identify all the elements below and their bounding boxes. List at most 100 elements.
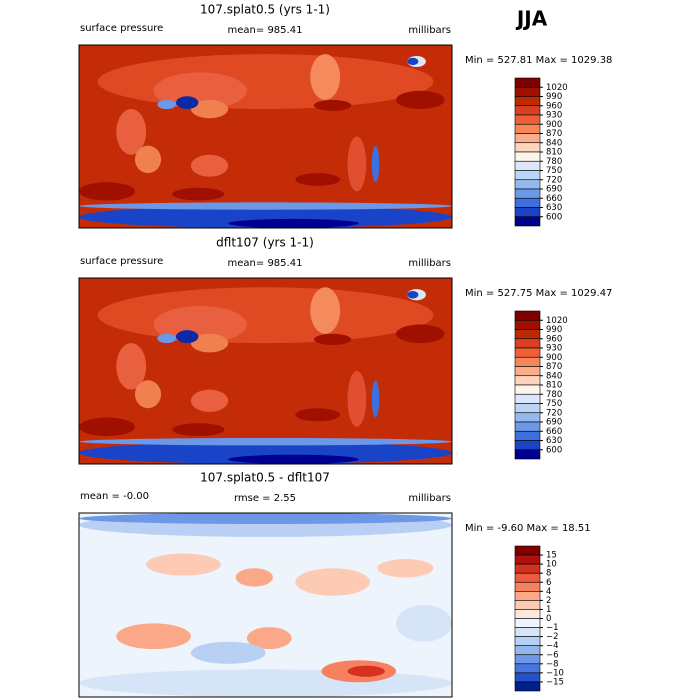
- colorbar-label: 990: [546, 92, 562, 102]
- map-field: [347, 371, 367, 427]
- range-label: Min = 527.75 Max = 1029.47: [465, 288, 612, 299]
- colorbar-box: [514, 197, 541, 208]
- map-field: [190, 333, 229, 353]
- panel-title: 107.splat0.5 (yrs 1-1): [200, 3, 330, 17]
- colorbar-label: 960: [546, 101, 562, 111]
- colorbar-label: 810: [546, 381, 562, 391]
- mean-label: mean= 985.41: [228, 258, 303, 269]
- colorbar-box: [514, 545, 541, 556]
- colorbar-box: [514, 672, 541, 683]
- colorbar-box: [514, 133, 541, 144]
- map-field: [97, 54, 434, 110]
- colorbar-label: 1020: [546, 83, 568, 93]
- colorbar-box: [514, 356, 541, 367]
- colorbar-box: [514, 347, 541, 358]
- colorbar-box: [514, 636, 541, 646]
- colorbar-label: 690: [546, 185, 562, 195]
- map-field: [295, 173, 341, 186]
- map-field: [79, 441, 452, 464]
- colorbar-box: [514, 160, 541, 171]
- colorbar-label: 930: [546, 344, 562, 354]
- colorbar-label: 8: [546, 569, 551, 579]
- colorbar-label: 1: [546, 605, 551, 615]
- map-field: [396, 90, 445, 110]
- units-label: millibars: [408, 493, 451, 504]
- colorbar-label: 900: [546, 120, 562, 130]
- colorbar-label: 600: [546, 445, 562, 455]
- map-field: [407, 291, 419, 299]
- map-field: [295, 568, 370, 596]
- map-field: [116, 109, 147, 155]
- colorbar-label: 780: [546, 157, 562, 167]
- mean-label: mean= 985.41: [228, 25, 303, 36]
- map: [78, 44, 453, 229]
- map-field: [116, 343, 147, 390]
- variable-label: surface pressure: [80, 256, 163, 267]
- map-field: [396, 605, 452, 642]
- colorbar-box: [514, 681, 541, 692]
- map-field: [235, 568, 273, 587]
- colorbar-box: [514, 654, 541, 665]
- map-field: [175, 96, 199, 110]
- map-frame: [78, 44, 453, 229]
- colorbar-box: [514, 310, 541, 321]
- map-field: [190, 99, 229, 119]
- colorbar-box: [514, 142, 541, 153]
- colorbar-box: [514, 188, 541, 199]
- map-field: [228, 218, 359, 228]
- colorbar-label: 780: [546, 390, 562, 400]
- mean-label: rmse = 2.55: [234, 493, 296, 504]
- map-field: [79, 202, 452, 210]
- colorbar-box: [514, 375, 541, 386]
- map-field: [371, 145, 380, 183]
- units-label: millibars: [408, 25, 451, 36]
- colorbar-label: 660: [546, 194, 562, 204]
- colorbar-label: 840: [546, 138, 562, 148]
- colorbar-box: [514, 618, 541, 628]
- colorbar-box: [514, 319, 541, 330]
- colorbar-label: −15: [546, 677, 564, 687]
- colorbar-box: [514, 105, 541, 116]
- panel-title: 107.splat0.5 - dflt107: [200, 471, 330, 485]
- range-label: Min = -9.60 Max = 18.51: [465, 523, 591, 534]
- map: [78, 512, 453, 698]
- map-field: [347, 136, 367, 192]
- colorbar-box: [514, 114, 541, 125]
- map-field: [79, 669, 452, 697]
- colorbar-label: −2: [546, 632, 559, 642]
- colorbar-label: −4: [546, 641, 559, 651]
- colorbar-box: [514, 563, 541, 574]
- colorbar-label: 630: [546, 203, 562, 213]
- colorbar-box: [514, 170, 541, 181]
- map-field: [134, 380, 162, 409]
- colorbar-label: 930: [546, 111, 562, 121]
- colorbar-label: 690: [546, 418, 562, 428]
- map-field: [79, 206, 452, 228]
- colorbar-box: [514, 338, 541, 349]
- colorbar-label: 750: [546, 166, 562, 176]
- colorbar-box: [514, 216, 541, 227]
- colorbar-label: −6: [546, 650, 559, 660]
- colorbar-box: [514, 572, 541, 583]
- colorbar-box: [514, 207, 541, 218]
- colorbar-box: [514, 329, 541, 340]
- map-field: [313, 99, 352, 111]
- map-frame: [78, 277, 453, 465]
- map-field: [79, 513, 452, 525]
- colorbar-box: [514, 449, 541, 460]
- colorbar-label: 720: [546, 408, 562, 418]
- colorbar-box: [514, 123, 541, 134]
- map-field: [157, 99, 176, 110]
- season-label: JJA: [515, 7, 548, 31]
- colorbar-label: −10: [546, 668, 564, 678]
- colorbar-box: [514, 421, 541, 432]
- map-field: [146, 553, 221, 576]
- map-field: [377, 559, 434, 578]
- map-field: [153, 305, 247, 344]
- colorbar-box: [514, 384, 541, 395]
- colorbar-box: [514, 440, 541, 451]
- map-field: [116, 623, 191, 650]
- map-field: [190, 641, 266, 664]
- colorbar-label: 1020: [546, 316, 568, 326]
- colorbar-label: 660: [546, 427, 562, 437]
